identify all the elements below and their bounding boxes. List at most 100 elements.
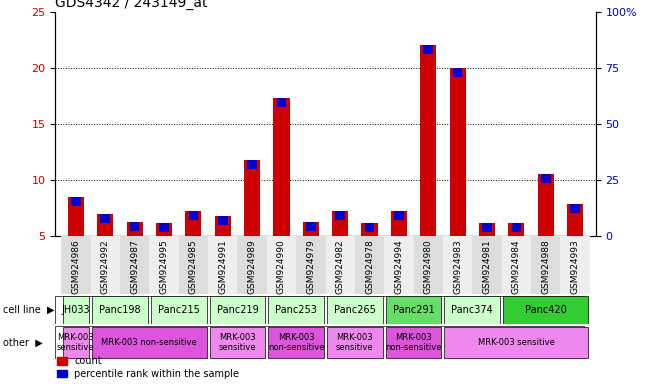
Text: Panc219: Panc219 [217, 305, 258, 315]
Text: GSM924987: GSM924987 [130, 239, 139, 294]
Bar [303, 222, 319, 292]
Bar [68, 197, 84, 292]
Bar [247, 160, 257, 169]
Text: MRK-003
non-sensitive: MRK-003 non-sensitive [268, 333, 324, 353]
Text: GSM924994: GSM924994 [395, 239, 404, 294]
Bar [453, 68, 462, 77]
Text: GSM924993: GSM924993 [571, 239, 579, 294]
Bar [126, 222, 143, 292]
Text: Panc253: Panc253 [275, 305, 317, 315]
Bar [268, 327, 324, 358]
Bar [385, 296, 441, 324]
Text: MRK-003
sensitive: MRK-003 sensitive [219, 333, 256, 353]
Text: GSM924990: GSM924990 [277, 239, 286, 294]
Bar [567, 204, 583, 292]
Bar [130, 222, 139, 230]
Bar [120, 236, 149, 294]
Text: GSM924978: GSM924978 [365, 239, 374, 294]
Text: JH033: JH033 [62, 305, 90, 315]
Bar [268, 296, 324, 324]
Bar [296, 236, 326, 294]
Bar [62, 296, 89, 324]
Bar [90, 236, 120, 294]
Bar [413, 236, 443, 294]
Text: GSM924979: GSM924979 [307, 239, 315, 294]
Bar [450, 68, 465, 292]
Text: Panc374: Panc374 [451, 305, 493, 315]
Text: Panc420: Panc420 [525, 305, 566, 315]
Bar [151, 296, 206, 324]
Bar [473, 236, 502, 294]
Bar [445, 327, 589, 358]
Bar [361, 223, 378, 292]
Bar [503, 296, 589, 324]
Bar [423, 45, 433, 54]
Bar [218, 216, 228, 225]
Bar [159, 223, 169, 232]
Bar [100, 214, 110, 223]
Bar [277, 98, 286, 107]
Text: Panc265: Panc265 [334, 305, 376, 315]
Bar [186, 212, 201, 292]
Bar [482, 223, 492, 232]
Bar [178, 236, 208, 294]
Bar [445, 296, 500, 324]
Bar [384, 236, 413, 294]
Bar [189, 212, 198, 220]
Bar [210, 327, 266, 358]
Bar [273, 98, 290, 292]
Text: MRK-003 sensitive: MRK-003 sensitive [478, 338, 555, 347]
Bar [326, 236, 355, 294]
Bar [365, 223, 374, 232]
Text: MRK-003
sensitive: MRK-003 sensitive [57, 333, 94, 353]
Bar [538, 174, 554, 292]
Bar [385, 327, 441, 358]
Bar [479, 223, 495, 292]
Bar [215, 216, 231, 292]
Bar [332, 212, 348, 292]
Legend: count, percentile rank within the sample: count, percentile rank within the sample [57, 356, 240, 379]
Text: Panc215: Panc215 [158, 305, 200, 315]
Bar [394, 212, 404, 220]
Bar [420, 45, 436, 292]
Bar [355, 236, 384, 294]
Text: MRK-003
non-sensitive: MRK-003 non-sensitive [385, 333, 442, 353]
Bar [61, 236, 90, 294]
Bar [210, 296, 266, 324]
Bar [391, 212, 407, 292]
Text: Panc291: Panc291 [393, 305, 434, 315]
Text: Panc198: Panc198 [99, 305, 141, 315]
Text: GSM924982: GSM924982 [336, 239, 344, 294]
Bar [327, 327, 383, 358]
Bar [443, 236, 473, 294]
Text: GSM924983: GSM924983 [453, 239, 462, 294]
Bar [97, 214, 113, 292]
Text: GSM924988: GSM924988 [541, 239, 550, 294]
Bar [570, 204, 580, 213]
Text: GSM924986: GSM924986 [72, 239, 80, 294]
Text: MRK-003
sensitive: MRK-003 sensitive [336, 333, 374, 353]
Bar [71, 197, 81, 206]
Text: GSM924980: GSM924980 [424, 239, 433, 294]
Text: other  ▶: other ▶ [3, 338, 43, 348]
Bar [92, 327, 206, 358]
Bar [541, 174, 551, 184]
Bar [62, 327, 89, 358]
Bar [335, 212, 345, 220]
Bar [92, 296, 148, 324]
Bar [508, 223, 525, 292]
Text: GSM924985: GSM924985 [189, 239, 198, 294]
Bar [561, 236, 590, 294]
Text: cell line  ▶: cell line ▶ [3, 305, 55, 315]
Text: GDS4342 / 243149_at: GDS4342 / 243149_at [55, 0, 208, 10]
Text: GSM924992: GSM924992 [101, 239, 110, 294]
Bar [267, 236, 296, 294]
Text: GSM924989: GSM924989 [247, 239, 256, 294]
Bar [156, 223, 172, 292]
Bar [512, 223, 521, 232]
Bar [244, 160, 260, 292]
Text: GSM924991: GSM924991 [218, 239, 227, 294]
Bar [238, 236, 267, 294]
Bar [149, 236, 178, 294]
Text: GSM924995: GSM924995 [159, 239, 169, 294]
